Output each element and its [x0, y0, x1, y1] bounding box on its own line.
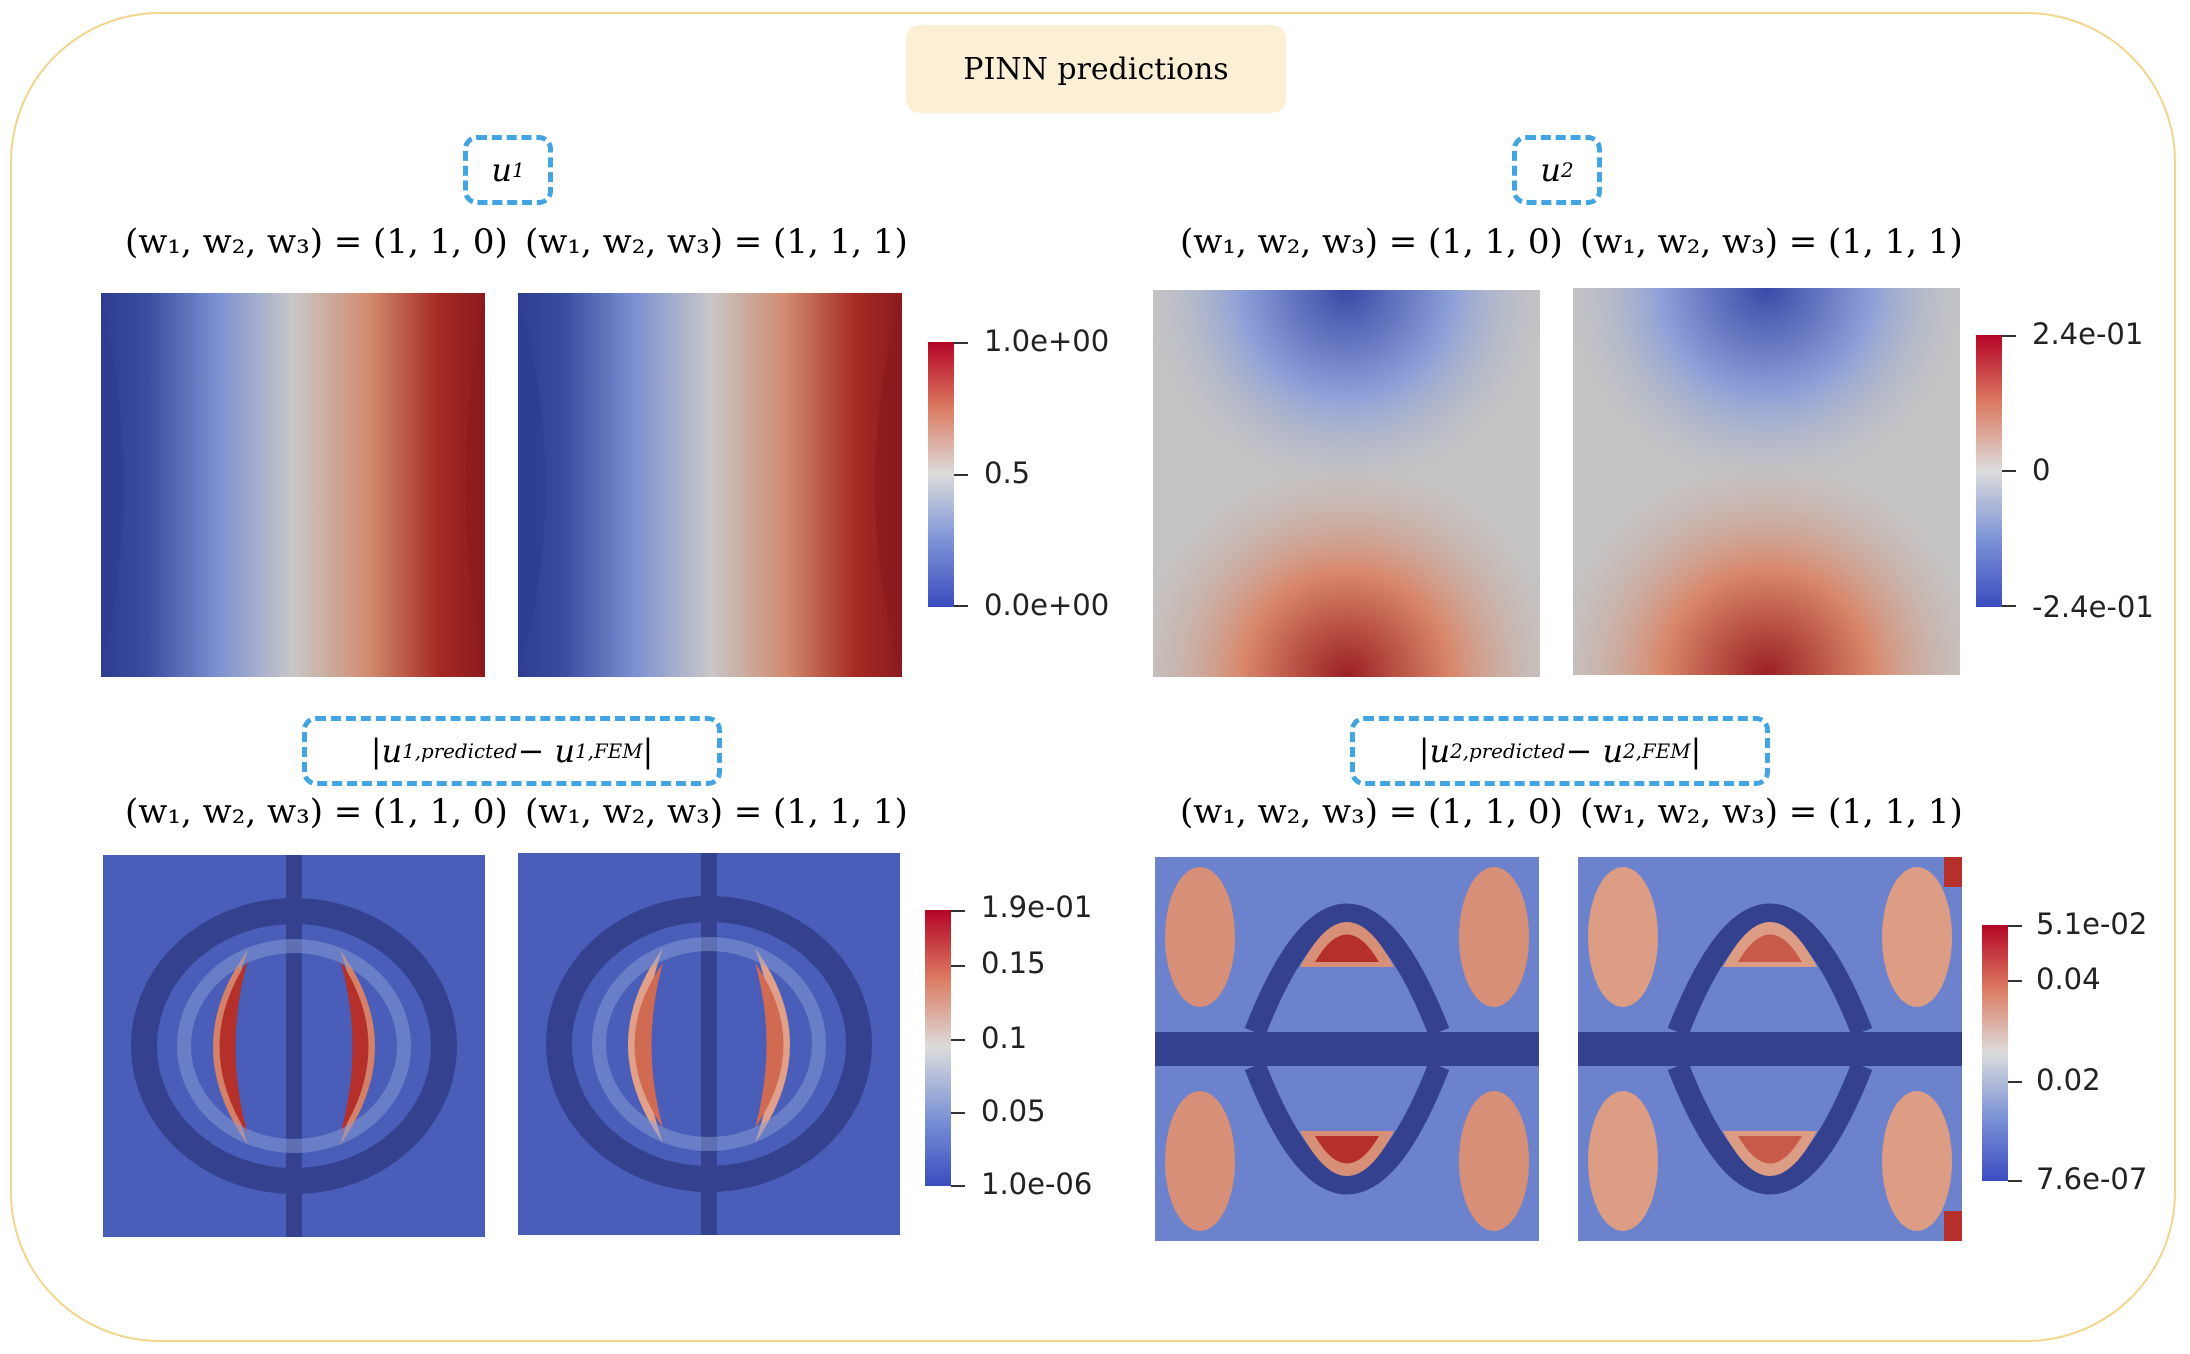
- u1-tick-mid: [954, 474, 968, 476]
- u2-tick-label-mid: 0: [2032, 453, 2051, 487]
- err2-tick-1: [2008, 980, 2022, 982]
- err1-tick-label-max: 1.9e-01: [981, 890, 1093, 924]
- weight-label-u2-b: (w₁, w₂, w₃) = (1, 1, 1): [1580, 222, 1963, 262]
- err1-tick-3: [951, 1112, 965, 1114]
- weight-label-u1-b: (w₁, w₂, w₃) = (1, 1, 1): [525, 222, 908, 262]
- err2-tick-label-002: 0.02: [2036, 1063, 2101, 1097]
- weight-label-err2-b: (w₁, w₂, w₃) = (1, 1, 1): [1580, 792, 1963, 832]
- err1-tick-0: [951, 910, 965, 912]
- u1-colorbar: [928, 342, 954, 607]
- u1-field-case-a: [101, 293, 485, 677]
- u2-tick-top: [2002, 335, 2016, 337]
- err2-tick-0: [2008, 925, 2022, 927]
- err2-sub-fem: 2,FEM: [1623, 739, 1691, 763]
- err1-tick-label-min: 1.0e-06: [981, 1167, 1093, 1201]
- u1-tick-bottom: [954, 605, 968, 607]
- u1-tick-label-mid: 0.5: [984, 456, 1031, 490]
- err1-minus: − u: [517, 732, 576, 770]
- u1-sub: 1: [511, 158, 525, 182]
- u1-tick-top: [954, 342, 968, 344]
- u2-colorbar: [1976, 335, 2002, 607]
- err2-field-case-a: [1155, 857, 1539, 1241]
- err2-close: |: [1690, 732, 1702, 770]
- u2-sub: 2: [1560, 158, 1574, 182]
- err2-tick-3: [2008, 1180, 2022, 1182]
- u1-var: u: [491, 151, 512, 189]
- u2-tick-mid: [2002, 470, 2016, 472]
- err1-label-box: |u 1,predicted − u 1,FEM |: [302, 716, 722, 786]
- err2-colorbar: [1982, 925, 2008, 1181]
- page-title: PINN predictions: [906, 25, 1286, 113]
- err2-tick-label-004: 0.04: [2036, 962, 2101, 996]
- err2-tick-2: [2008, 1081, 2022, 1083]
- u1-tick-label-max: 1.0e+00: [984, 324, 1110, 358]
- u2-field-case-b: [1573, 288, 1960, 675]
- err1-tick-label-015: 0.15: [981, 946, 1046, 980]
- err1-tick-1: [951, 965, 965, 967]
- err2-minus: − u: [1565, 732, 1624, 770]
- err1-field-case-b: [518, 853, 900, 1235]
- err2-open: |u: [1418, 732, 1451, 770]
- err1-colorbar: [925, 910, 951, 1186]
- u1-tick-label-min: 0.0e+00: [984, 588, 1110, 622]
- outer-frame: [10, 12, 2176, 1342]
- err2-label-box: |u 2,predicted − u 2,FEM |: [1350, 716, 1770, 786]
- err1-tick-2: [951, 1039, 965, 1041]
- err1-sub-fem: 1,FEM: [575, 739, 643, 763]
- u2-tick-bottom: [2002, 605, 2016, 607]
- err1-tick-label-005: 0.05: [981, 1094, 1046, 1128]
- weight-label-u1-a: (w₁, w₂, w₃) = (1, 1, 0): [125, 222, 508, 262]
- err1-tick-label-01: 0.1: [981, 1021, 1028, 1055]
- err1-open: |u: [370, 732, 403, 770]
- err1-tick-4: [951, 1185, 965, 1187]
- err1-sub-pred: 1,predicted: [402, 739, 518, 763]
- weight-label-err1-b: (w₁, w₂, w₃) = (1, 1, 1): [525, 792, 908, 832]
- u2-tick-label-max: 2.4e-01: [2032, 317, 2144, 351]
- err1-field-case-a: [103, 855, 485, 1237]
- err2-tick-label-min: 7.6e-07: [2036, 1162, 2148, 1196]
- u2-tick-label-min: -2.4e-01: [2032, 590, 2154, 624]
- err2-field-case-b: [1578, 857, 1962, 1241]
- u1-field-case-b: [518, 293, 902, 677]
- err2-sub-pred: 2,predicted: [1450, 739, 1566, 763]
- weight-label-err1-a: (w₁, w₂, w₃) = (1, 1, 0): [125, 792, 508, 832]
- weight-label-u2-a: (w₁, w₂, w₃) = (1, 1, 0): [1180, 222, 1563, 262]
- err2-tick-label-max: 5.1e-02: [2036, 907, 2148, 941]
- u2-var: u: [1540, 151, 1561, 189]
- weight-label-err2-a: (w₁, w₂, w₃) = (1, 1, 0): [1180, 792, 1563, 832]
- u2-field-case-a: [1153, 290, 1540, 677]
- err1-close: |: [642, 732, 654, 770]
